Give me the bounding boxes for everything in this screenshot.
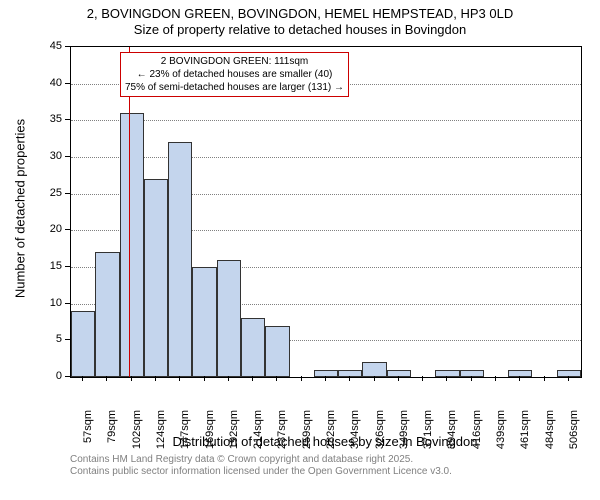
y-tick-label: 10 — [38, 297, 62, 309]
title-line-2: Size of property relative to detached ho… — [0, 22, 600, 38]
y-tick-label: 5 — [38, 333, 62, 345]
histogram-bar — [362, 362, 386, 377]
y-tick — [65, 229, 70, 230]
x-tick-label: 282sqm — [325, 410, 337, 456]
x-tick — [568, 376, 569, 381]
x-tick-label: 237sqm — [276, 410, 288, 456]
histogram-bar — [144, 179, 168, 377]
y-tick-label: 40 — [38, 77, 62, 89]
x-tick — [471, 376, 472, 381]
y-tick-label: 15 — [38, 260, 62, 272]
x-tick-label: 124sqm — [155, 410, 167, 456]
y-tick-label: 25 — [38, 187, 62, 199]
x-tick-label: 506sqm — [568, 410, 580, 456]
x-tick — [325, 376, 326, 381]
y-tick — [65, 339, 70, 340]
x-tick — [422, 376, 423, 381]
x-tick-label: 394sqm — [446, 410, 458, 456]
histogram-bar — [508, 370, 532, 377]
x-tick — [276, 376, 277, 381]
histogram-bar — [435, 370, 459, 377]
callout-box: 2 BOVINGDON GREEN: 111sqm ← 23% of detac… — [120, 52, 349, 97]
x-tick-label: 326sqm — [374, 410, 386, 456]
footer-line-2: Contains public sector information licen… — [70, 466, 452, 478]
y-tick-label: 20 — [38, 223, 62, 235]
x-tick-label: 259sqm — [301, 410, 313, 456]
x-tick — [204, 376, 205, 381]
x-tick — [519, 376, 520, 381]
x-tick-label: 461sqm — [519, 410, 531, 456]
gridline — [71, 120, 581, 121]
gridline — [71, 157, 581, 158]
callout-line-2: ← 23% of detached houses are smaller (40… — [125, 68, 344, 81]
x-tick — [495, 376, 496, 381]
x-tick-label: 192sqm — [228, 410, 240, 456]
x-tick-label: 304sqm — [349, 410, 361, 456]
x-tick-label: 349sqm — [398, 410, 410, 456]
y-tick-label: 45 — [38, 40, 62, 52]
histogram-bar — [95, 252, 119, 377]
callout-line-1: 2 BOVINGDON GREEN: 111sqm — [125, 55, 344, 68]
y-tick-label: 30 — [38, 150, 62, 162]
y-tick — [65, 46, 70, 47]
histogram-bar — [241, 318, 265, 377]
histogram-bar — [217, 260, 241, 377]
x-tick — [398, 376, 399, 381]
histogram-bar — [387, 370, 411, 377]
x-tick-label: 147sqm — [179, 410, 191, 456]
chart-title: 2, BOVINGDON GREEN, BOVINGDON, HEMEL HEM… — [0, 6, 600, 37]
histogram-bar — [265, 326, 289, 377]
x-tick-label: 79sqm — [106, 410, 118, 456]
histogram-bar — [338, 370, 362, 377]
y-tick — [65, 376, 70, 377]
y-tick-label: 35 — [38, 113, 62, 125]
x-tick-label: 439sqm — [495, 410, 507, 456]
x-tick — [374, 376, 375, 381]
x-tick-label: 102sqm — [131, 410, 143, 456]
x-tick-label: 371sqm — [422, 410, 434, 456]
y-axis-label: Number of detached properties — [13, 109, 28, 309]
y-tick — [65, 193, 70, 194]
x-tick — [228, 376, 229, 381]
callout-line-3: 75% of semi-detached houses are larger (… — [125, 81, 344, 94]
histogram-bar — [168, 142, 192, 377]
x-tick — [349, 376, 350, 381]
histogram-bar — [71, 311, 95, 377]
x-tick-label: 169sqm — [204, 410, 216, 456]
title-line-1: 2, BOVINGDON GREEN, BOVINGDON, HEMEL HEM… — [0, 6, 600, 22]
x-tick — [155, 376, 156, 381]
x-tick — [544, 376, 545, 381]
x-tick — [446, 376, 447, 381]
x-tick — [106, 376, 107, 381]
histogram-bar — [557, 370, 581, 377]
x-tick-label: 416sqm — [471, 410, 483, 456]
y-tick — [65, 303, 70, 304]
y-tick — [65, 266, 70, 267]
y-tick-label: 0 — [38, 370, 62, 382]
x-tick-label: 214sqm — [252, 410, 264, 456]
histogram-bar — [192, 267, 216, 377]
histogram-bar — [460, 370, 484, 377]
x-tick — [131, 376, 132, 381]
x-tick — [301, 376, 302, 381]
x-tick-label: 57sqm — [82, 410, 94, 456]
x-tick — [252, 376, 253, 381]
y-tick — [65, 119, 70, 120]
y-tick — [65, 156, 70, 157]
x-tick — [82, 376, 83, 381]
x-tick-label: 484sqm — [544, 410, 556, 456]
histogram-bar — [120, 113, 144, 377]
chart-container: 2, BOVINGDON GREEN, BOVINGDON, HEMEL HEM… — [0, 0, 600, 500]
y-tick — [65, 83, 70, 84]
x-tick — [179, 376, 180, 381]
footer-attribution: Contains HM Land Registry data © Crown c… — [70, 454, 452, 478]
